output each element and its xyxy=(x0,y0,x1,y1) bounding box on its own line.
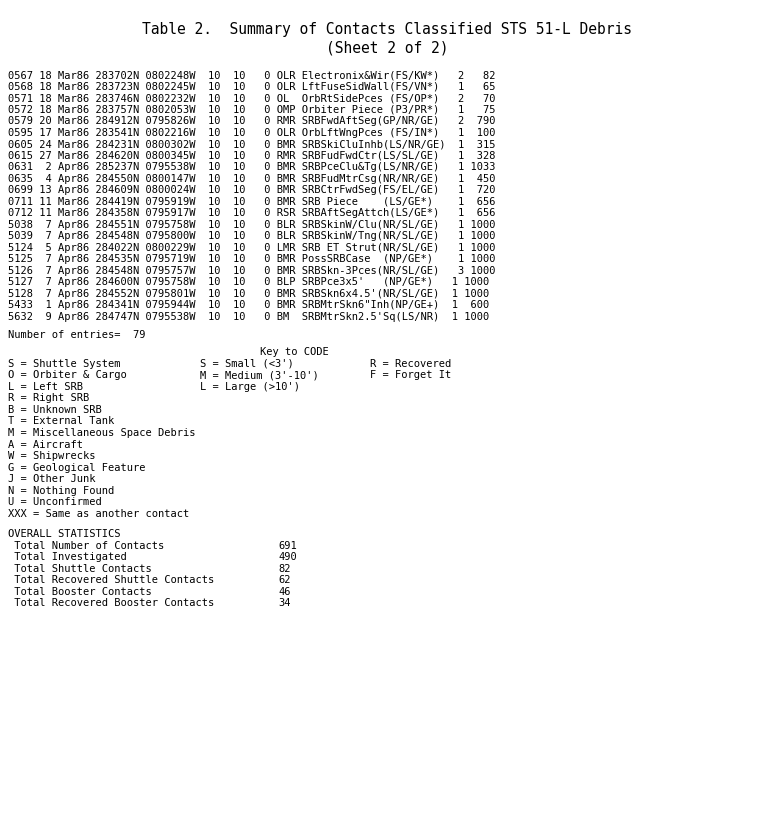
Text: Total Recovered Booster Contacts: Total Recovered Booster Contacts xyxy=(8,598,214,608)
Text: 5127  7 Apr86 284600N 0795758W  10  10   0 BLP SRBPce3x5'   (NP/GE*)   1 1000: 5127 7 Apr86 284600N 0795758W 10 10 0 BL… xyxy=(8,277,489,287)
Text: Total Booster Contacts: Total Booster Contacts xyxy=(8,587,152,597)
Text: 34: 34 xyxy=(278,598,291,608)
Text: Table 2.  Summary of Contacts Classified STS 51-L Debris: Table 2. Summary of Contacts Classified … xyxy=(143,22,632,37)
Text: 5125  7 Apr86 284535N 0795719W  10  10   0 BMR PossSRBCase  (NP/GE*)    1 1000: 5125 7 Apr86 284535N 0795719W 10 10 0 BM… xyxy=(8,254,495,264)
Text: 0711 11 Mar86 284419N 0795919W  10  10   0 BMR SRB Piece    (LS/GE*)    1  656: 0711 11 Mar86 284419N 0795919W 10 10 0 B… xyxy=(8,197,495,207)
Text: 0699 13 Apr86 284609N 0800024W  10  10   0 BMR SRBCtrFwdSeg(FS/EL/GE)   1  720: 0699 13 Apr86 284609N 0800024W 10 10 0 B… xyxy=(8,185,495,195)
Text: 490: 490 xyxy=(278,552,297,562)
Text: 5632  9 Apr86 284747N 0795538W  10  10   0 BM  SRBMtrSkn2.5'Sq(LS/NR)  1 1000: 5632 9 Apr86 284747N 0795538W 10 10 0 BM… xyxy=(8,312,489,322)
Text: J = Other Junk: J = Other Junk xyxy=(8,474,95,484)
Text: Total Recovered Shuttle Contacts: Total Recovered Shuttle Contacts xyxy=(8,575,214,585)
Text: W = Shipwrecks: W = Shipwrecks xyxy=(8,451,95,461)
Text: O = Orbiter & Cargo: O = Orbiter & Cargo xyxy=(8,370,127,380)
Text: 5433  1 Apr86 284341N 0795944W  10  10   0 BMR SRBMtrSkn6"Inh(NP/GE+)  1  600: 5433 1 Apr86 284341N 0795944W 10 10 0 BM… xyxy=(8,300,489,310)
Text: U = Unconfirmed: U = Unconfirmed xyxy=(8,497,102,507)
Text: M = Medium (3'-10'): M = Medium (3'-10') xyxy=(200,370,319,380)
Text: 0571 18 Mar86 283746N 0802232W  10  10   0 OL  OrbRtSidePces (FS/OP*)   2   70: 0571 18 Mar86 283746N 0802232W 10 10 0 O… xyxy=(8,93,495,103)
Text: 5038  7 Apr86 284551N 0795758W  10  10   0 BLR SRBSkinW/Clu(NR/SL/GE)   1 1000: 5038 7 Apr86 284551N 0795758W 10 10 0 BL… xyxy=(8,219,495,229)
Text: R = Right SRB: R = Right SRB xyxy=(8,394,89,404)
Text: (Sheet 2 of 2): (Sheet 2 of 2) xyxy=(326,40,449,55)
Text: M = Miscellaneous Space Debris: M = Miscellaneous Space Debris xyxy=(8,428,195,438)
Text: Key to CODE: Key to CODE xyxy=(260,348,329,358)
Text: 0605 24 Mar86 284231N 0800302W  10  10   0 BMR SRBSkiCluInhb(LS/NR/GE)  1  315: 0605 24 Mar86 284231N 0800302W 10 10 0 B… xyxy=(8,139,495,149)
Text: G = Geological Feature: G = Geological Feature xyxy=(8,463,146,473)
Text: 0635  4 Apr86 284550N 0800147W  10  10   0 BMR SRBFudMtrCsg(NR/NR/GE)   1  450: 0635 4 Apr86 284550N 0800147W 10 10 0 BM… xyxy=(8,173,495,183)
Text: 62: 62 xyxy=(278,575,291,585)
Text: OVERALL STATISTICS: OVERALL STATISTICS xyxy=(8,530,120,540)
Text: 5039  7 Apr86 284548N 0795800W  10  10   0 BLR SRBSkinW/Tng(NR/SL/GE)   1 1000: 5039 7 Apr86 284548N 0795800W 10 10 0 BL… xyxy=(8,231,495,241)
Text: 0579 20 Mar86 284912N 0795826W  10  10   0 RMR SRBFwdAftSeg(GP/NR/GE)   2  790: 0579 20 Mar86 284912N 0795826W 10 10 0 R… xyxy=(8,116,495,126)
Text: S = Shuttle System: S = Shuttle System xyxy=(8,359,120,369)
Text: 0615 27 Mar86 284620N 0800345W  10  10   0 RMR SRBFudFwdCtr(LS/SL/GE)   1  328: 0615 27 Mar86 284620N 0800345W 10 10 0 R… xyxy=(8,151,495,161)
Text: 691: 691 xyxy=(278,540,297,550)
Text: Total Number of Contacts: Total Number of Contacts xyxy=(8,540,164,550)
Text: 0631  2 Apr86 285237N 0795538W  10  10   0 BMR SRBPceClu&Tg(LS/NR/GE)   1 1033: 0631 2 Apr86 285237N 0795538W 10 10 0 BM… xyxy=(8,162,495,172)
Text: 82: 82 xyxy=(278,564,291,574)
Text: L = Large (>10'): L = Large (>10') xyxy=(200,382,300,392)
Text: Total Shuttle Contacts: Total Shuttle Contacts xyxy=(8,564,152,574)
Text: Total Investigated: Total Investigated xyxy=(8,552,127,562)
Text: F = Forget It: F = Forget It xyxy=(370,370,451,380)
Text: R = Recovered: R = Recovered xyxy=(370,359,451,369)
Text: 0712 11 Mar86 284358N 0795917W  10  10   0 RSR SRBAftSegAttch(LS/GE*)   1  656: 0712 11 Mar86 284358N 0795917W 10 10 0 R… xyxy=(8,208,495,219)
Text: 0567 18 Mar86 283702N 0802248W  10  10   0 OLR Electronix&Wir(FS/KW*)   2   82: 0567 18 Mar86 283702N 0802248W 10 10 0 O… xyxy=(8,70,495,80)
Text: XXX = Same as another contact: XXX = Same as another contact xyxy=(8,509,189,519)
Text: 46: 46 xyxy=(278,587,291,597)
Text: Number of entries=  79: Number of entries= 79 xyxy=(8,330,146,340)
Text: 0568 18 Mar86 283723N 0802245W  10  10   0 OLR LftFuseSidWall(FS/VN*)   1   65: 0568 18 Mar86 283723N 0802245W 10 10 0 O… xyxy=(8,82,495,92)
Text: 5128  7 Apr86 284552N 0795801W  10  10   0 BMR SRBSkn6x4.5'(NR/SL/GE)  1 1000: 5128 7 Apr86 284552N 0795801W 10 10 0 BM… xyxy=(8,289,489,299)
Text: S = Small (<3'): S = Small (<3') xyxy=(200,359,294,369)
Text: T = External Tank: T = External Tank xyxy=(8,416,114,426)
Text: 0572 18 Mar86 283757N 0802053W  10  10   0 OMP Orbiter Piece (P3/PR*)   1   75: 0572 18 Mar86 283757N 0802053W 10 10 0 O… xyxy=(8,104,495,114)
Text: 5126  7 Apr86 284548N 0795757W  10  10   0 BMR SRBSkn-3Pces(NR/SL/GE)   3 1000: 5126 7 Apr86 284548N 0795757W 10 10 0 BM… xyxy=(8,266,495,276)
Text: A = Aircraft: A = Aircraft xyxy=(8,440,83,450)
Text: N = Nothing Found: N = Nothing Found xyxy=(8,485,114,495)
Text: 5124  5 Apr86 284022N 0800229W  10  10   0 LMR SRB ET Strut(NR/SL/GE)   1 1000: 5124 5 Apr86 284022N 0800229W 10 10 0 LM… xyxy=(8,243,495,253)
Text: 0595 17 Mar86 283541N 0802216W  10  10   0 OLR OrbLftWngPces (FS/IN*)   1  100: 0595 17 Mar86 283541N 0802216W 10 10 0 O… xyxy=(8,128,495,138)
Text: B = Unknown SRB: B = Unknown SRB xyxy=(8,405,102,415)
Text: L = Left SRB: L = Left SRB xyxy=(8,382,83,392)
